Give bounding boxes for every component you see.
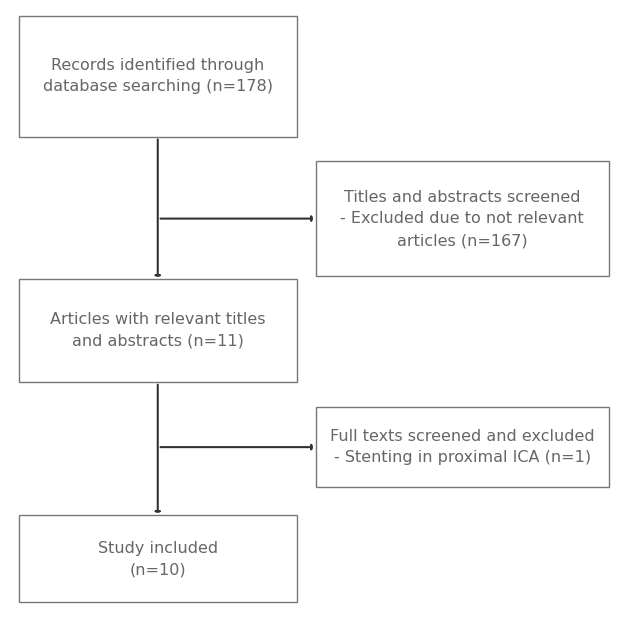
Text: Articles with relevant titles
and abstracts (n=11): Articles with relevant titles and abstra… [50,312,266,349]
Bar [19,515,297,602]
Bar [19,16,297,137]
Text: Study included
(n=10): Study included (n=10) [98,541,218,577]
Text: Full texts screened and excluded
- Stenting in proximal ICA (n=1): Full texts screened and excluded - Stent… [330,429,594,465]
Bar [316,407,609,487]
Bar [316,161,609,276]
Bar [19,279,297,382]
Text: Records identified through
database searching (n=178): Records identified through database sear… [43,58,273,94]
Text: Titles and abstracts screened
- Excluded due to not relevant
articles (n=167): Titles and abstracts screened - Excluded… [340,190,584,248]
